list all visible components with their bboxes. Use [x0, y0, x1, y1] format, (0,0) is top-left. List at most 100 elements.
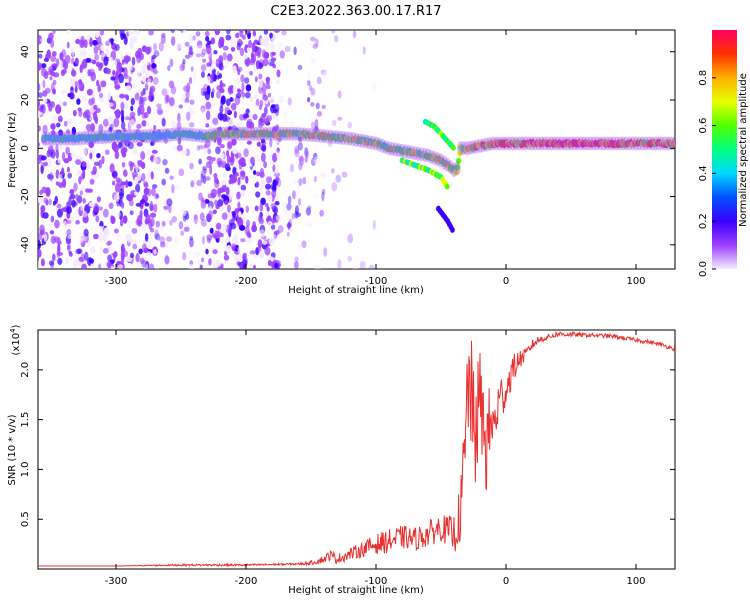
spectrogram-speckle — [107, 115, 113, 124]
spectrogram-ridge-halo — [232, 126, 240, 141]
spectrogram-speckle — [215, 259, 222, 268]
spectrogram-speckle — [200, 218, 207, 227]
spectrogram-speckle — [323, 69, 329, 77]
spectrogram-speckle — [44, 87, 51, 94]
spectrogram-speckle — [55, 149, 60, 160]
spectrogram-speckle — [111, 171, 118, 178]
spectrogram-speckle — [219, 228, 226, 233]
spectrogram-ridge-halo — [557, 136, 565, 151]
spectrogram-speckle — [65, 219, 72, 225]
spectrogram-speckle — [48, 260, 55, 266]
snr-x-tick-label: 100 — [626, 576, 645, 587]
spectrogram-speckle — [149, 212, 157, 218]
spectrogram-speckle — [323, 247, 328, 257]
spectrogram-speckle — [212, 123, 216, 132]
spectrogram-ridge-halo — [528, 136, 536, 151]
spectrogram-speckle — [175, 183, 181, 191]
spectrogram-speckle — [206, 62, 212, 67]
spectrogram-speckle — [238, 149, 242, 154]
spectrogram-ridge-halo — [89, 130, 97, 145]
spectrogram-speckle — [275, 214, 282, 222]
spectrogram-ridge-halo — [197, 128, 204, 143]
spectrogram-speckle — [43, 57, 50, 63]
spectrogram-speckle — [78, 81, 85, 92]
spectrogram-speckle — [196, 40, 203, 49]
spectrogram-speckle — [39, 104, 44, 112]
spectrogram-speckle — [327, 140, 333, 147]
spectrogram-speckle — [108, 56, 113, 62]
spectrogram-speckle — [211, 157, 216, 162]
spectrogram-ridge-halo — [655, 136, 663, 151]
spectrogram-speckle — [79, 156, 84, 162]
spectrogram-speckle — [286, 202, 292, 211]
spectrogram-ridge-halo — [245, 126, 253, 141]
spectrogram-ridge-halo — [648, 136, 656, 151]
spectrogram-speckle — [66, 30, 71, 34]
spectrogram-speckle — [100, 44, 105, 52]
spectrogram-speckle — [85, 124, 92, 132]
spectrogram-speckle — [118, 67, 123, 74]
spectrogram-speckle — [313, 156, 320, 164]
spectrogram-speckle — [236, 191, 241, 200]
snr-marks — [38, 330, 675, 568]
spectrogram-speckle — [51, 129, 56, 136]
spectrogram-speckle — [134, 191, 138, 196]
spectrogram-ridge-halo — [219, 126, 227, 141]
spectrogram-ridge-halo — [496, 136, 503, 151]
spectrogram-ridge-halo — [229, 126, 237, 141]
spectrogram-speckle — [359, 260, 366, 269]
spectrogram-speckle — [70, 86, 74, 91]
spectrogram-ridge-halo — [583, 136, 591, 151]
spectrogram-ridge-halo — [210, 128, 217, 143]
spectrogram-speckle — [310, 121, 316, 129]
spectrogram-ridge-halo — [574, 136, 581, 151]
spectrogram-speckle — [165, 94, 170, 103]
spectrogram-ridge-halo — [580, 136, 588, 151]
spectrogram-ridge-halo — [271, 126, 279, 141]
spectrogram-ridge-point — [456, 157, 462, 165]
spectrogram-speckle — [220, 98, 224, 108]
spectrogram-speckle — [93, 203, 99, 213]
spectrogram-speckle — [87, 162, 92, 169]
spectrogram-speckle — [182, 58, 186, 65]
spectrogram-ridge-halo — [138, 129, 146, 144]
spectrogram-speckle — [46, 150, 51, 158]
spectrogram-speckle — [120, 121, 126, 130]
spectrogram-speckle — [52, 30, 56, 35]
spectrogram-speckle — [134, 30, 141, 36]
spectrogram-speckle — [112, 70, 116, 76]
spectrogram-speckle — [83, 128, 88, 135]
spectrogram-speckle — [207, 40, 212, 45]
spectrogram-speckle — [219, 105, 224, 114]
spectrogram-speckle — [49, 76, 53, 81]
spectrogram-speckle — [46, 70, 53, 75]
spectrogram-speckle — [38, 61, 42, 71]
spectrogram-speckle — [57, 257, 63, 265]
spectrogram-speckle — [98, 232, 103, 243]
spectrogram-speckle — [116, 201, 120, 207]
spectrogram-speckle — [264, 246, 271, 256]
spectrogram-speckle — [331, 119, 337, 126]
spectrogram-speckle — [40, 37, 46, 43]
spectrogram-speckle — [242, 216, 246, 221]
spectrogram-speckle — [321, 71, 327, 78]
spectrogram-speckle — [92, 39, 99, 46]
spectrogram-speckle — [219, 64, 225, 71]
spectrogram-ridge-halo — [405, 144, 412, 159]
spectrogram-speckle — [190, 109, 195, 115]
spectrogram-speckle — [314, 118, 319, 128]
spectrogram-ridge-halo — [535, 136, 542, 151]
spectrogram-speckle — [246, 140, 252, 145]
spectrogram-speckle — [270, 224, 276, 230]
spectrogram-ridge-halo — [275, 126, 282, 141]
spectrogram-speckle — [63, 61, 69, 70]
spectrogram-speckle — [57, 115, 63, 123]
spectrogram-speckle — [305, 207, 312, 216]
spectrogram-speckle — [64, 54, 71, 64]
spectrogram-speckle — [134, 176, 139, 185]
spectrogram-speckle — [164, 254, 170, 265]
snr-x-tick-label: -100 — [365, 576, 388, 587]
spectrogram-ridge-halo — [512, 136, 520, 151]
spectrogram-speckle — [59, 52, 64, 61]
spectrogram-speckle — [265, 190, 271, 196]
